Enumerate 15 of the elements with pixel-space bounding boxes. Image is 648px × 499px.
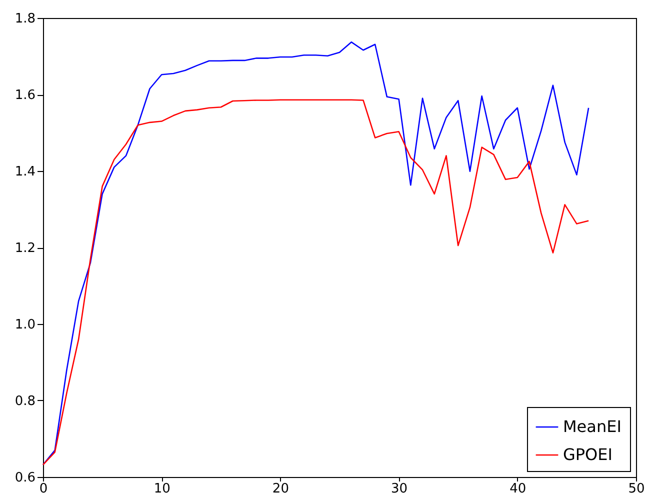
y-tick-label: 1.8 — [14, 12, 36, 26]
y-tick-label: 1.2 — [14, 241, 36, 256]
y-tick-label: 1.0 — [14, 318, 36, 332]
y-tick-label: 1.6 — [14, 88, 36, 103]
y-tick-label: 1.4 — [14, 164, 36, 180]
x-tick-label: 20 — [272, 482, 289, 496]
x-tick-label: 30 — [391, 482, 408, 496]
y-tick-label: 0.6 — [14, 470, 36, 486]
legend-label: MeanEI — [563, 417, 622, 436]
x-tick-label: 40 — [510, 482, 526, 496]
legend-label: GPOEI — [563, 445, 612, 464]
x-tick-label: 50 — [628, 482, 645, 496]
y-tick-label: 0.8 — [14, 394, 36, 409]
x-tick-label: 10 — [154, 482, 170, 496]
x-tick-label: 0 — [39, 482, 48, 496]
